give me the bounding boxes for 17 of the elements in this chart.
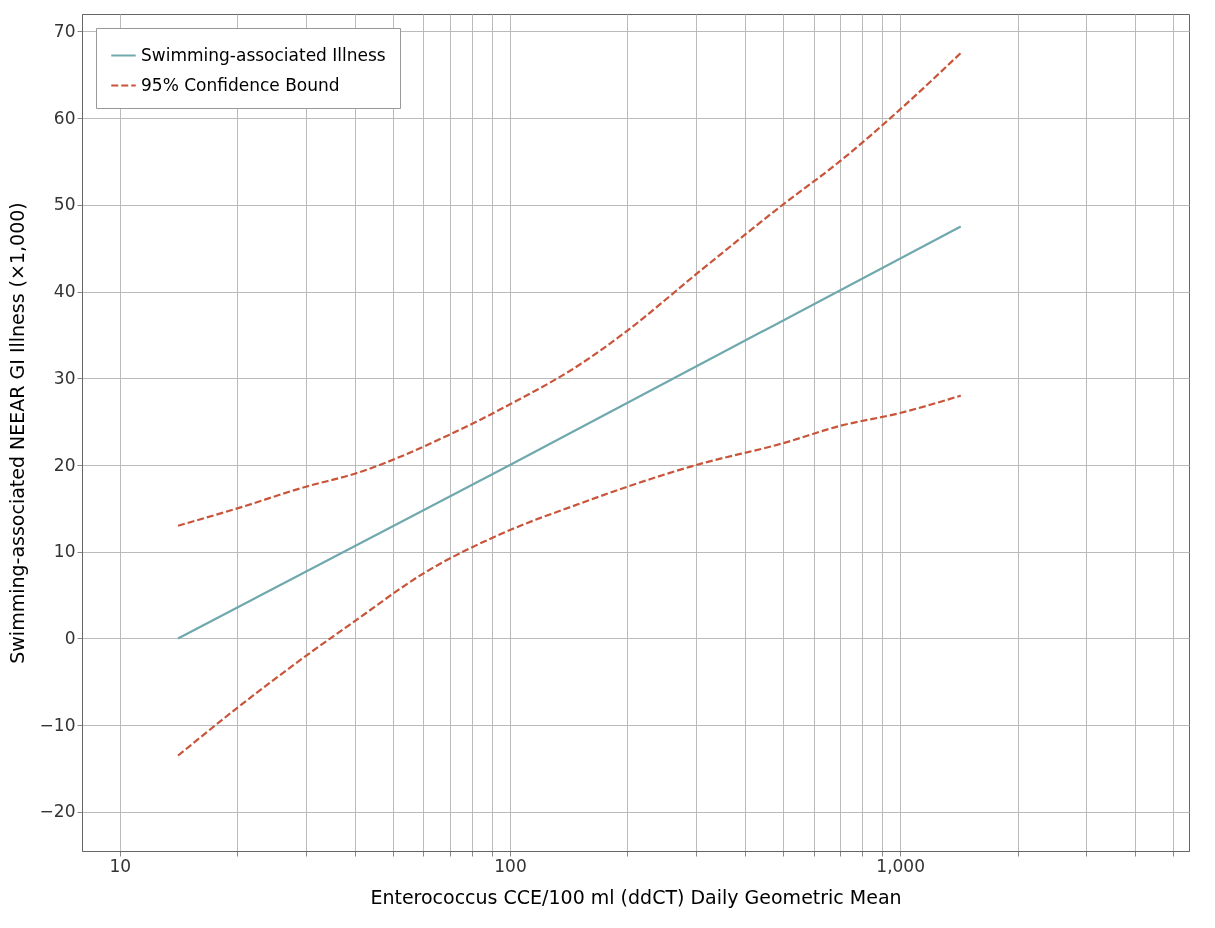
x-axis-title: Enterococcus CCE/100 ml (ddCT) Daily Geometric Mean xyxy=(370,885,902,908)
y-tick-label: −10 xyxy=(39,714,76,735)
y-tick-label: −20 xyxy=(39,801,76,822)
x-tick-label: 10 xyxy=(109,855,132,876)
y-axis-title: Swimming-associated NEEAR GI Illness (×1,000) xyxy=(5,202,28,664)
x-tick-label: 100 xyxy=(494,855,527,876)
y-tick-label: 30 xyxy=(53,367,76,388)
y-tick-label: 60 xyxy=(53,107,76,128)
legend-label: 95% Confidence Bound xyxy=(141,74,340,95)
y-tick-label: 70 xyxy=(53,20,76,41)
legend-label: Swimming-associated Illness xyxy=(141,44,386,65)
y-tick-label: 10 xyxy=(53,541,76,562)
y-tick-label: 0 xyxy=(64,628,76,648)
y-tick-label: 40 xyxy=(53,281,76,302)
x-tick-label: 1,000 xyxy=(876,855,925,876)
y-tick-label: 50 xyxy=(53,194,76,215)
y-tick-label: 20 xyxy=(53,454,76,475)
